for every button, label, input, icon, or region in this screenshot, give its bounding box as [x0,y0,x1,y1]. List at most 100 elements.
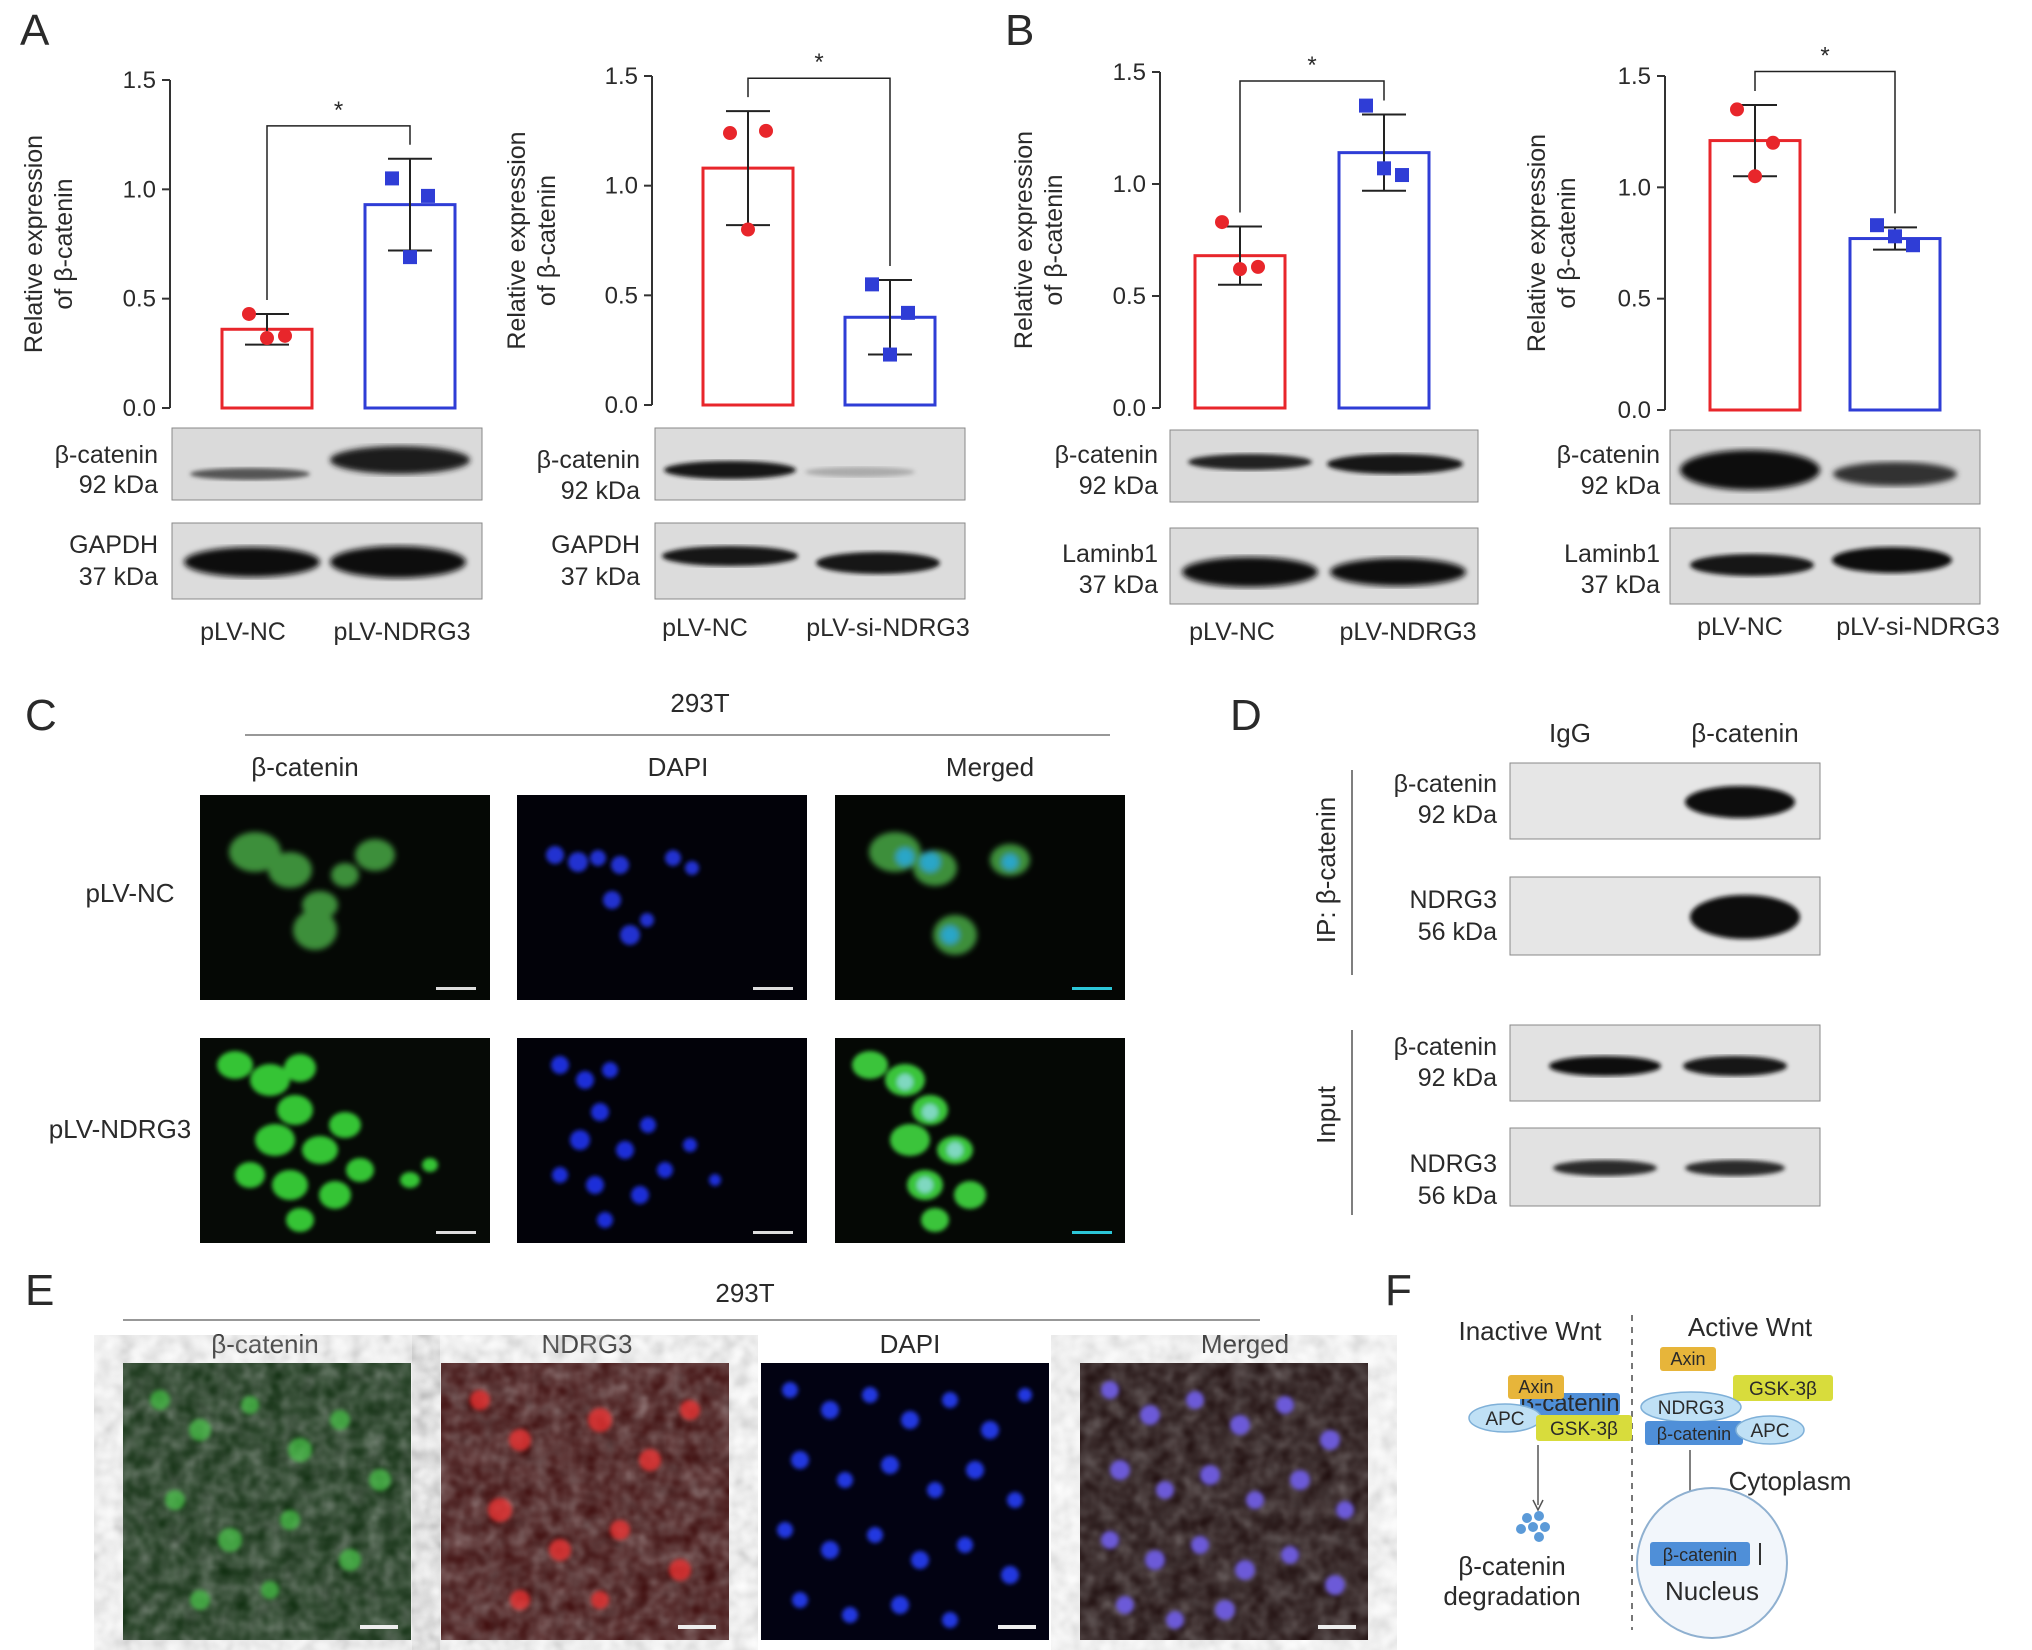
blot-label: 37 kDa [1581,571,1660,599]
data-point [260,331,274,346]
y-axis-label: of β-catenin [1040,174,1068,305]
y-axis-label: of β-catenin [533,175,561,306]
gsk-protein [1733,1375,1833,1401]
cells-green [150,1390,391,1610]
blot-label: Laminb1 [1062,540,1158,568]
blot-label: β-catenin [1394,1033,1497,1061]
data-point [242,306,256,321]
significance-star: * [814,49,823,76]
blot-a-left: β-catenin 92 kDa GAPDH 37 kDa pLV-NC pLV… [55,427,483,646]
data-point [1766,135,1780,150]
micrograph-merged [835,795,1125,1000]
schematic-title: Active Wnt [1688,1312,1813,1342]
group-label: Input [1311,1085,1341,1144]
scale-bar [436,1231,476,1234]
cells-green [217,1051,438,1232]
y-tick-label: 1.0 [123,176,156,203]
blot-label: NDRG3 [1409,886,1497,914]
chart-b-left: 0.0 0.5 1.0 1.5 Relative expression of β-cate… [1010,52,1431,422]
column-header: β-catenin [1691,718,1798,748]
lane-label: pLV-si-NDRG3 [806,614,969,642]
blot-label: 92 kDa [1581,472,1660,500]
blot-label: 92 kDa [561,477,640,505]
lane-label: pLV-NC [1189,618,1275,646]
data-point [1730,102,1744,117]
blot-b-right: β-catenin 92 kDa Laminb1 37 kDa pLV-NC p… [1557,429,2000,641]
scale-bar [678,1625,716,1629]
micrograph-green [200,795,490,1000]
y-tick-label: 1.0 [605,173,638,200]
y-tick-label: 0.5 [1618,286,1651,313]
scale-bar [753,1231,793,1234]
panel-letter-d: D [1230,691,1262,740]
blot-band [190,468,310,480]
data-point [385,171,399,186]
scale-bar [1318,1625,1356,1629]
significance-star: * [1307,52,1316,79]
scale-bar [436,987,476,990]
significance-bracket [1239,80,1385,213]
significance-star: * [334,97,343,124]
blot-b-left: β-catenin 92 kDa Laminb1 37 kDa pLV-NC p… [1055,429,1479,646]
texture [1080,1363,1368,1640]
gsk-protein [1536,1415,1632,1441]
y-tick-label: 0.5 [605,282,638,309]
bcat-protein [1645,1421,1743,1445]
column-header: DAPI [648,752,709,782]
degradation-label: β-catenin [1458,1551,1565,1581]
column-header: Merged [1201,1329,1289,1359]
blot-band [330,546,466,578]
column-header: IgG [1549,718,1591,748]
panel-d: IgG β-catenin IP: β-catenin Input β-cate… [1311,718,1821,1215]
data-point [278,328,292,343]
blot-label: 37 kDa [79,563,158,591]
panel-letter-e: E [25,1266,54,1315]
chart-a-left: 0.0 0.5 1.0 1.5 Relative expression of β-cate… [20,67,457,422]
micrograph-blue [761,1363,1049,1640]
significance-bracket [266,125,411,300]
data-point [1870,218,1884,233]
data-point [1888,229,1902,244]
blot-band [1685,786,1795,818]
y-tick-label: 0.0 [123,395,156,422]
blot-band [1549,1056,1661,1076]
blot-band [1690,554,1814,576]
y-tick-label: 1.0 [1618,174,1651,201]
y-tick-label: 0.5 [123,286,156,313]
scale-bar [998,1625,1036,1629]
chart-a-right: 0.0 0.5 1.0 1.5 Relative expression of β-cate… [503,49,937,419]
data-point [759,123,773,138]
y-tick-label: 0.0 [1113,395,1146,422]
panel-c: 293T β-catenin DAPI Merged pLV-NC pLV-ND… [49,688,1125,1243]
degraded-bcat-icon [1516,1511,1550,1542]
blot-band [1690,895,1800,939]
nuclei-blue [546,846,699,945]
panel-letter-c: C [25,691,57,740]
blot-label: β-catenin [1394,770,1497,798]
y-tick-label: 0.0 [605,392,638,419]
blot-band [1182,557,1318,587]
blot-band [1832,547,1952,573]
y-tick-label: 0.0 [1618,397,1651,424]
blot-label: GAPDH [69,531,158,559]
nuclei-blue [551,1056,721,1228]
blot-band [184,547,320,577]
blot-band [1680,450,1820,490]
blot-label: 92 kDa [1418,801,1497,829]
blot-band [1327,454,1463,474]
schematic-title: Inactive Wnt [1458,1316,1602,1346]
nuclei-blue [777,1382,1032,1628]
axin-label: Axin [1670,1349,1705,1369]
column-header: Merged [946,752,1034,782]
data-point [865,277,879,292]
data-point [741,222,755,237]
cytoplasm-label: Cytoplasm [1729,1466,1852,1496]
blot-label: Laminb1 [1564,540,1660,568]
y-axis-label: Relative expression [503,131,531,349]
nucleus-label: Nucleus [1665,1576,1759,1606]
cell-line-label: 293T [715,1278,774,1308]
nuclei-merged [1101,1381,1354,1629]
data-point [1748,169,1762,184]
blot-label: 37 kDa [561,563,640,591]
blot-band [1685,1160,1785,1176]
